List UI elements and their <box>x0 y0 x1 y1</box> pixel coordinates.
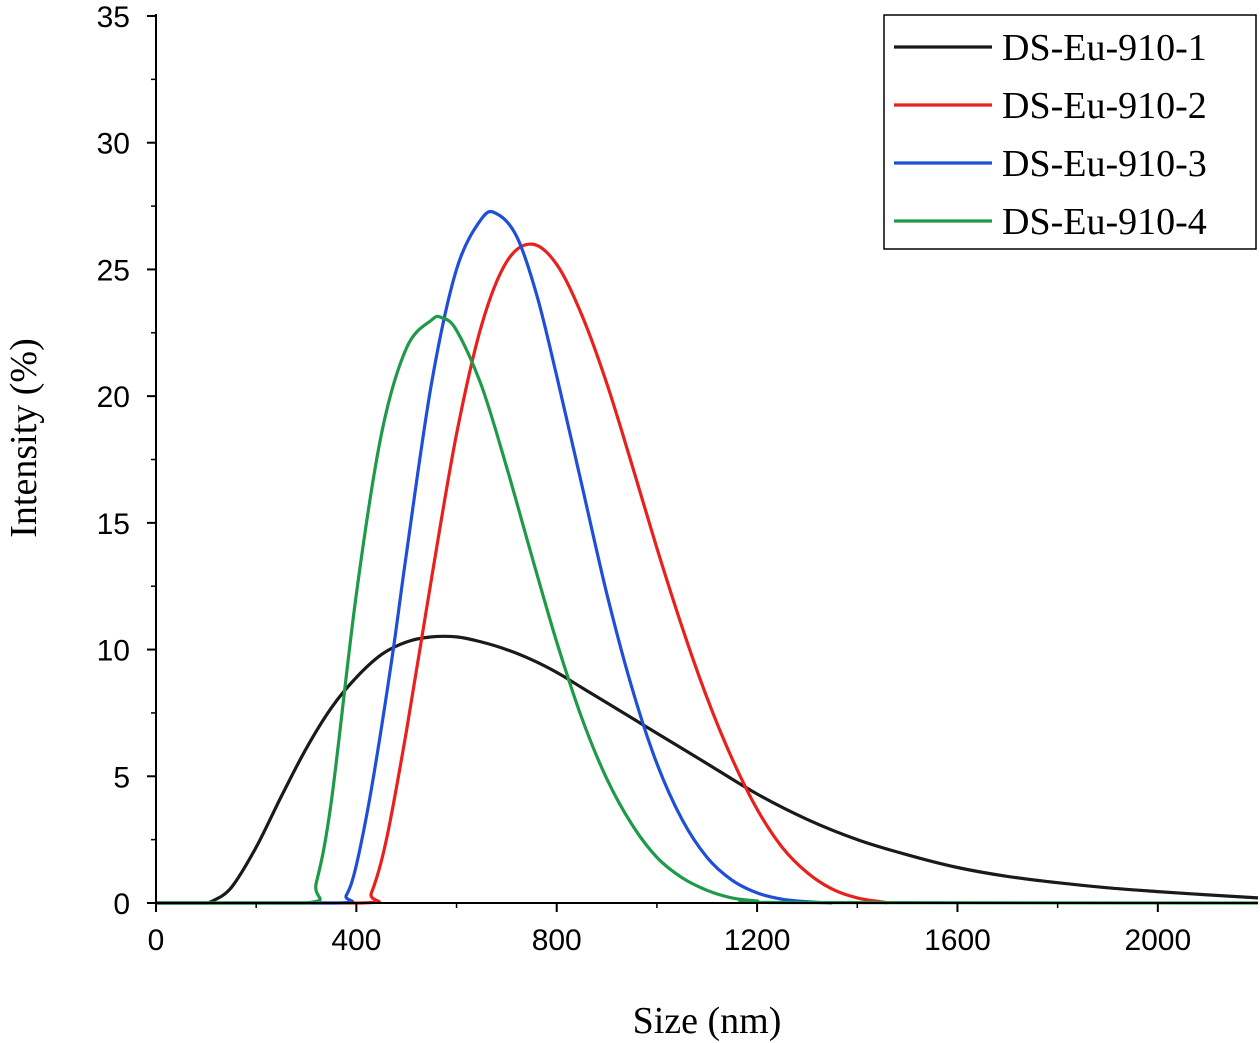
y-axis-title: Intensity (%) <box>3 338 45 537</box>
x-tick-label: 400 <box>331 924 381 957</box>
x-tick-label: 2000 <box>1124 924 1191 957</box>
legend-box <box>883 14 1257 250</box>
x-tick-label: 1600 <box>924 924 991 957</box>
series-line-2 <box>156 242 888 905</box>
legend-label-2: DS-Eu-910-2 <box>1002 85 1207 127</box>
y-tick-label: 5 <box>113 761 130 794</box>
x-tick-label: 0 <box>148 924 165 957</box>
y-tick-label: 35 <box>97 1 130 34</box>
y-tick-label: 20 <box>97 381 130 414</box>
legend-label-1: DS-Eu-910-1 <box>1002 27 1207 69</box>
y-tick-label: 10 <box>97 635 130 668</box>
y-tick-label: 30 <box>97 128 130 161</box>
y-tick-label: 0 <box>113 888 130 921</box>
legend-label-4: DS-Eu-910-4 <box>1002 201 1207 243</box>
y-tick-label: 25 <box>97 254 130 287</box>
x-axis-title: Size (nm) <box>633 1000 782 1042</box>
series-line-3 <box>156 209 833 905</box>
series-line-4 <box>156 314 1259 905</box>
x-tick-label: 800 <box>532 924 582 957</box>
axes: 0 400 800 1200 1600 2000 0 5 10 15 20 25 30 35 <box>97 1 1258 957</box>
legend: DS-Eu-910-1 DS-Eu-910-2 DS-Eu-910-3 DS-Eu-9… <box>883 14 1257 250</box>
series-line-1 <box>156 634 1259 905</box>
y-tick-label: 15 <box>97 508 130 541</box>
plot-lines <box>156 209 1259 905</box>
legend-label-3: DS-Eu-910-3 <box>1002 143 1207 185</box>
x-tick-label: 1200 <box>724 924 791 957</box>
